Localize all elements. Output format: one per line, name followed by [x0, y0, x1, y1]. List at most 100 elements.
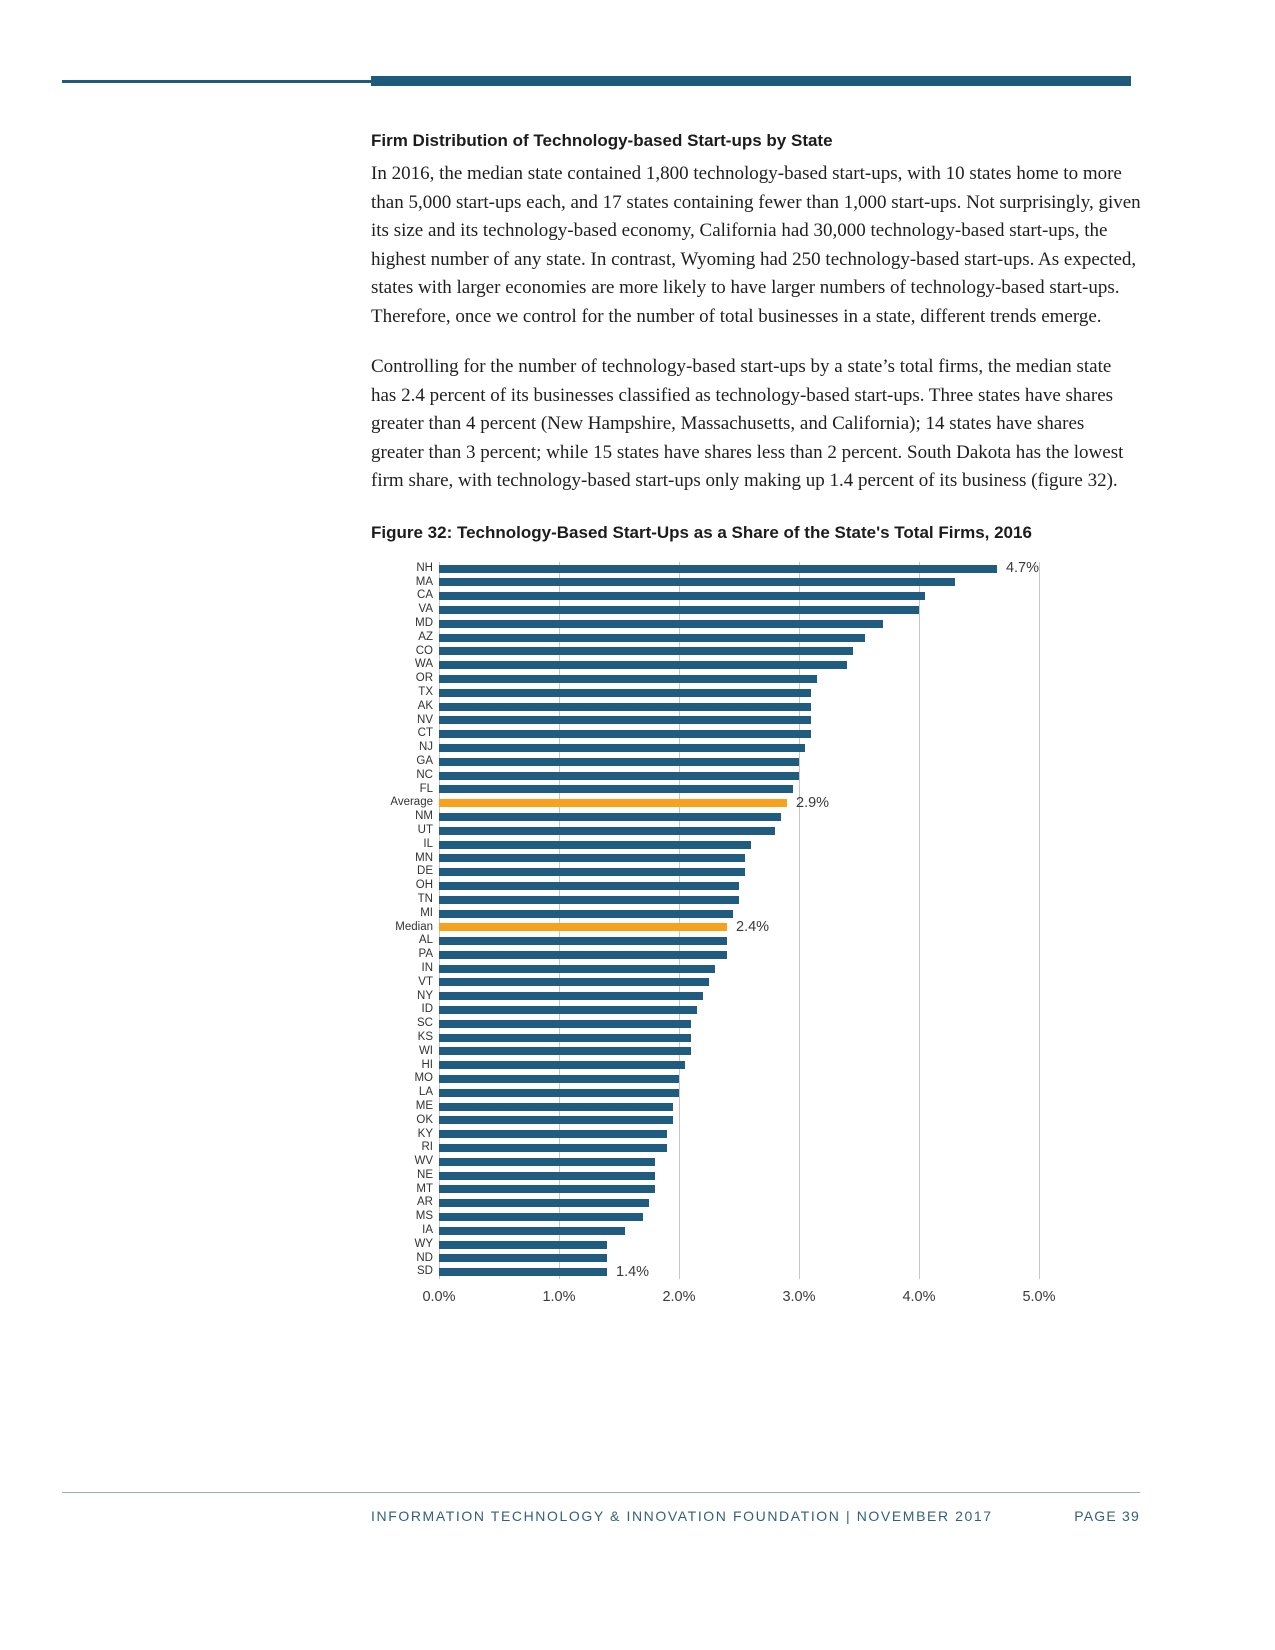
chart-row: RI [371, 1141, 1141, 1155]
chart-row: WI [371, 1045, 1141, 1059]
data-label: 1.4% [616, 1263, 650, 1280]
bar-sc [439, 1019, 691, 1028]
bar-sd [439, 1268, 607, 1277]
chart-row: NY [371, 989, 1141, 1003]
bar-tx [439, 688, 811, 697]
chart-row: GA [371, 755, 1141, 769]
x-axis-tick-label: 3.0% [782, 1289, 816, 1306]
bar-az [439, 633, 865, 642]
gridline [439, 561, 440, 1280]
x-axis-tick-label: 4.0% [902, 1289, 936, 1306]
chart-row: MI [371, 907, 1141, 921]
bar-ca [439, 592, 925, 601]
bar-co [439, 647, 853, 656]
bar-track [439, 854, 1039, 863]
bar-ia [439, 1226, 625, 1235]
bar-track [439, 840, 1039, 849]
bar-track [439, 661, 1039, 670]
bar-track [439, 1130, 1039, 1139]
category-label: CA [417, 589, 433, 602]
category-label: Median [395, 920, 433, 933]
chart-row: MD [371, 617, 1141, 631]
bar-track [439, 826, 1039, 835]
chart-row: VA [371, 603, 1141, 617]
category-label: WY [414, 1237, 433, 1250]
chart-row: SD 1.4% [371, 1265, 1141, 1279]
figure-caption: Figure 32: Technology-Based Start-Ups as… [371, 522, 1032, 542]
chart-row: CA [371, 589, 1141, 603]
bar-track: 4.7% [439, 561, 1039, 576]
category-label: FL [419, 782, 433, 795]
bar-ok [439, 1116, 673, 1125]
chart-row: WY [371, 1238, 1141, 1252]
bar-track [439, 1006, 1039, 1015]
bar-nv [439, 716, 811, 725]
chart-row: CT [371, 727, 1141, 741]
data-label: 4.7% [1005, 560, 1039, 577]
chart-row: AR [371, 1196, 1141, 1210]
chart-x-axis: 0.0% 1.0% 2.0% 3.0% 4.0% 5.0% [422, 1279, 1055, 1313]
chart-row: OH [371, 879, 1141, 893]
category-label: MA [415, 575, 433, 588]
category-label: MT [416, 1182, 433, 1195]
chart-row: HI [371, 1058, 1141, 1072]
x-axis-tick-label: 5.0% [1022, 1289, 1056, 1306]
chart-row: WA [371, 658, 1141, 672]
category-label: AK [417, 699, 433, 712]
bar-ms [439, 1213, 643, 1222]
category-label: ME [415, 1099, 433, 1112]
category-label: WV [414, 1155, 433, 1168]
chart-row: CO [371, 644, 1141, 658]
bar-track [439, 895, 1039, 904]
category-label: KS [417, 1030, 433, 1043]
category-label: IL [423, 837, 433, 850]
bar-pa [439, 950, 727, 959]
category-label: IN [421, 961, 434, 974]
x-axis-tick-label: 0.0% [422, 1289, 456, 1306]
paragraph-2: Controlling for the number of technology… [371, 356, 1124, 492]
chart-row: ID [371, 1003, 1141, 1017]
bar-vt [439, 978, 709, 987]
chart-row: LA [371, 1086, 1141, 1100]
bar-track [439, 1144, 1039, 1153]
category-label: UT [417, 823, 433, 836]
bar-track [439, 633, 1039, 642]
bar-track [439, 757, 1039, 766]
bar-track [439, 909, 1039, 918]
bar-mt [439, 1185, 655, 1194]
bar-track [439, 1019, 1039, 1028]
category-label: OR [415, 672, 433, 685]
content-column: Firm Distribution of Technology-based St… [371, 130, 1141, 1313]
bar-track [439, 1047, 1039, 1056]
bar-mo [439, 1075, 679, 1084]
bar-average [439, 799, 787, 808]
category-label: NC [416, 768, 433, 781]
category-label: SD [417, 1265, 433, 1278]
category-label: WI [418, 1044, 433, 1057]
bar-de [439, 868, 745, 877]
bar-hi [439, 1061, 685, 1070]
chart-row: PA [371, 948, 1141, 962]
category-label: TN [417, 892, 433, 905]
bar-track [439, 702, 1039, 711]
bar-id [439, 1006, 697, 1015]
category-label: WA [414, 658, 433, 671]
bar-ny [439, 992, 703, 1001]
bar-tn [439, 895, 739, 904]
bar-track [439, 1088, 1039, 1097]
chart-row: SC [371, 1017, 1141, 1031]
gridline [559, 561, 560, 1280]
bar-nc [439, 771, 799, 780]
bar-track: 1.4% [439, 1265, 1039, 1280]
bar-nd [439, 1254, 607, 1263]
chart-row: NJ [371, 741, 1141, 755]
chart-row: IN [371, 962, 1141, 976]
bar-wv [439, 1157, 655, 1166]
bar-ky [439, 1130, 667, 1139]
gridline [679, 561, 680, 1280]
bar-track [439, 1075, 1039, 1084]
chart-row: TN [371, 893, 1141, 907]
chart-rows: NH 4.7% MA CA VA MD AZ CO WA OR TX AK NV CT NJ GA NC FL Av… [371, 561, 1141, 1279]
category-label: Average [390, 796, 433, 809]
bar-track [439, 812, 1039, 821]
